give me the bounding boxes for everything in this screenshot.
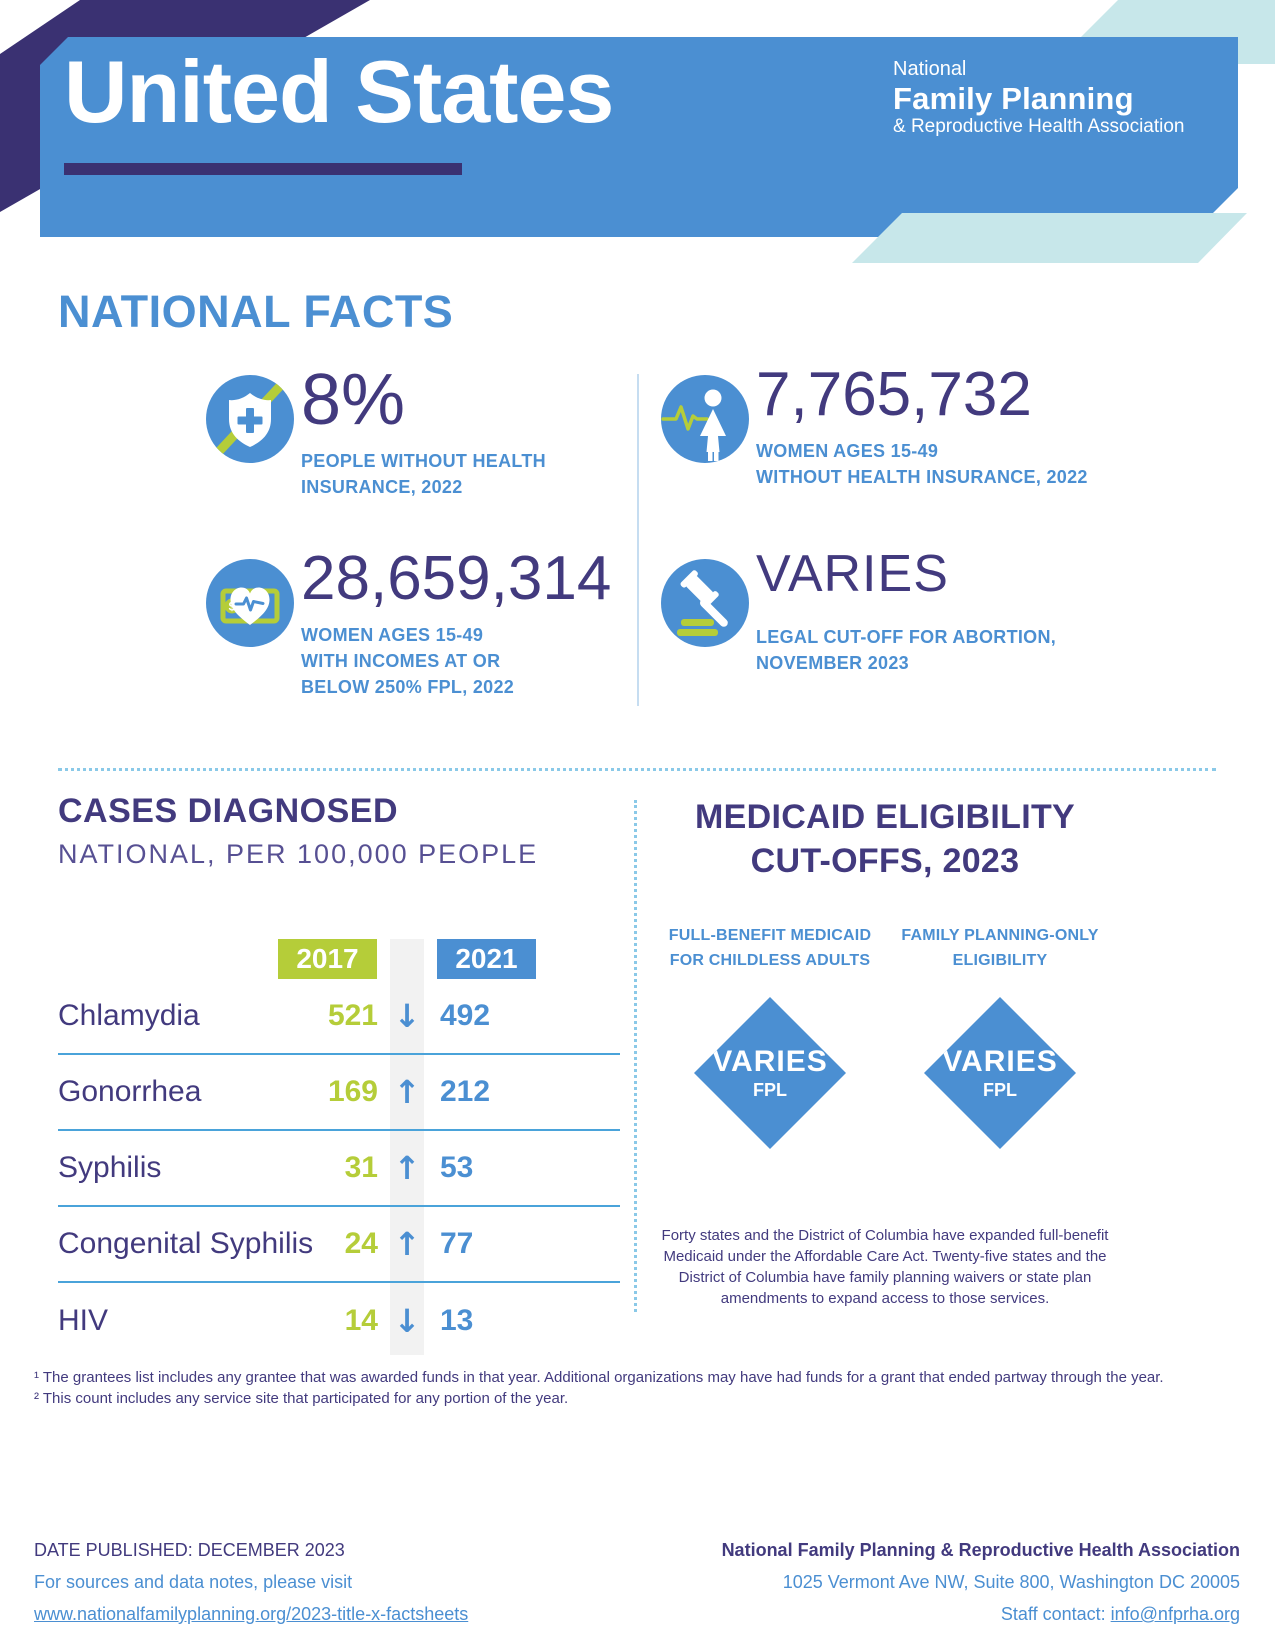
table-row-hiv: HIV 14 ↓ 13 bbox=[58, 1283, 620, 1359]
footer-contact-email[interactable]: info@nfprha.org bbox=[1110, 1604, 1240, 1624]
row-label: HIV bbox=[58, 1304, 109, 1337]
stat-label: WOMEN AGES 15-49 WITH INCOMES AT OR BELO… bbox=[301, 625, 515, 697]
medicaid-column-header: FAMILY PLANNING-ONLY ELIGIBILITY bbox=[901, 927, 1099, 969]
teal-ribbon-bottom bbox=[852, 213, 1247, 263]
footnote-1: ¹ The grantees list includes any grantee… bbox=[34, 1369, 1164, 1386]
logo-line-national: National bbox=[893, 58, 967, 80]
row-label: Chlamydia bbox=[58, 999, 200, 1032]
logo-line-association: & Reproductive Health Association bbox=[893, 116, 1185, 137]
stat-value: 7,765,732 bbox=[756, 360, 1032, 429]
footer-date-published: DATE PUBLISHED: DECEMBER 2023 bbox=[34, 1540, 345, 1560]
trend-down-arrow-icon: ↓ bbox=[393, 1302, 421, 1340]
national-facts-heading: NATIONAL FACTS bbox=[58, 286, 454, 337]
header-banner bbox=[0, 0, 1275, 263]
value-2017: 24 bbox=[344, 1227, 378, 1260]
stat-label: PEOPLE WITHOUT HEALTH INSURANCE, 2022 bbox=[301, 451, 546, 497]
value-2021: 492 bbox=[440, 999, 491, 1032]
footer-right: National Family Planning & Reproductive … bbox=[420, 1534, 1240, 1630]
stats-column-divider bbox=[637, 374, 639, 706]
diamond-unit: FPL bbox=[983, 1080, 1017, 1100]
varies-diamond: VARIES FPL bbox=[694, 997, 846, 1149]
vertical-dotted-divider bbox=[634, 800, 637, 1312]
section-divider-dotted bbox=[58, 768, 1216, 771]
trend-up-arrow-icon: ↑ bbox=[393, 1073, 421, 1111]
footer-sources-text: For sources and data notes, please visit bbox=[34, 1572, 353, 1592]
value-2021: 53 bbox=[440, 1151, 474, 1184]
money-heart-icon: $ bbox=[206, 559, 294, 647]
value-2021: 212 bbox=[440, 1075, 491, 1108]
footer-org-name: National Family Planning & Reproductive … bbox=[721, 1540, 1240, 1560]
stat-value: VARIES bbox=[756, 545, 949, 603]
trend-down-arrow-icon: ↓ bbox=[393, 997, 421, 1035]
medicaid-note: Forty states and the District of Columbi… bbox=[661, 1227, 1109, 1307]
footer-org-address: 1025 Vermont Ave NW, Suite 800, Washingt… bbox=[782, 1572, 1240, 1592]
medicaid-column-full-benefit: FULL-BENEFIT MEDICAID FOR CHILDLESS ADUL… bbox=[655, 923, 885, 1149]
stat-value: 8% bbox=[301, 360, 406, 440]
title-underline bbox=[64, 163, 462, 175]
year-header-2021: 2021 bbox=[437, 939, 536, 979]
stat-value: 28,659,314 bbox=[301, 544, 612, 613]
table-row-gonorrhea: Gonorrhea 169 ↑ 212 bbox=[58, 1055, 620, 1131]
footnotes: ¹ The grantees list includes any grantee… bbox=[34, 1367, 1164, 1409]
value-2021: 13 bbox=[440, 1304, 474, 1337]
varies-diamond: VARIES FPL bbox=[924, 997, 1076, 1149]
stat-label: WOMEN AGES 15-49 WITHOUT HEALTH INSURANC… bbox=[756, 441, 1088, 487]
year-header-2017: 2017 bbox=[278, 939, 377, 979]
footer-contact: Staff contact: info@nfprha.org bbox=[420, 1598, 1240, 1630]
page-title: United States bbox=[64, 42, 614, 141]
trend-up-arrow-icon: ↑ bbox=[393, 1149, 421, 1187]
medicaid-column-family-planning: FAMILY PLANNING-ONLY ELIGIBILITY VARIES … bbox=[885, 923, 1115, 1149]
diamond-unit: FPL bbox=[753, 1080, 787, 1100]
footer-sources-link[interactable]: www.nationalfamilyplanning.org/2023-titl… bbox=[34, 1604, 469, 1624]
footer-contact-prefix: Staff contact: bbox=[1000, 1604, 1111, 1624]
woman-health-icon bbox=[661, 375, 749, 463]
row-label: Congenital Syphilis bbox=[58, 1227, 314, 1260]
trend-column-band bbox=[390, 939, 424, 1355]
shield-plus-icon bbox=[206, 375, 294, 463]
row-label: Syphilis bbox=[58, 1151, 162, 1184]
value-2017: 169 bbox=[327, 1075, 378, 1108]
footer-left: DATE PUBLISHED: DECEMBER 2023 For source… bbox=[34, 1534, 468, 1630]
logo-line-family-planning: Family Planning bbox=[893, 81, 1134, 116]
medicaid-section: MEDICAID ELIGIBILITY CUT-OFFS, 2023 FULL… bbox=[655, 795, 1115, 1309]
table-row-congenital-syphilis: Congenital Syphilis 24 ↑ 77 bbox=[58, 1207, 620, 1283]
diamond-value: VARIES bbox=[942, 1045, 1058, 1078]
org-logo: National Family Planning & Reproductive … bbox=[893, 59, 1185, 136]
value-2021: 77 bbox=[440, 1227, 474, 1260]
cases-diagnosed-title: CASES DIAGNOSED bbox=[58, 792, 398, 830]
medicaid-title: MEDICAID ELIGIBILITY CUT-OFFS, 2023 bbox=[695, 798, 1075, 880]
medicaid-column-header: FULL-BENEFIT MEDICAID FOR CHILDLESS ADUL… bbox=[668, 927, 872, 969]
diamond-value: VARIES bbox=[712, 1045, 828, 1078]
table-row-chlamydia: Chlamydia 521 ↓ 492 bbox=[58, 979, 620, 1055]
trend-up-arrow-icon: ↑ bbox=[393, 1225, 421, 1263]
value-2017: 521 bbox=[327, 999, 378, 1032]
value-2017: 31 bbox=[344, 1151, 378, 1184]
stat-label: LEGAL CUT-OFF FOR ABORTION, NOVEMBER 202… bbox=[756, 627, 1057, 673]
footnote-2: ² This count includes any service site t… bbox=[34, 1390, 569, 1407]
banner-rectangle bbox=[40, 37, 1238, 237]
value-2017: 14 bbox=[344, 1304, 378, 1337]
row-label: Gonorrhea bbox=[58, 1075, 202, 1108]
gavel-icon bbox=[661, 559, 749, 647]
table-row-syphilis: Syphilis 31 ↑ 53 bbox=[58, 1131, 620, 1207]
cases-diagnosed-subtitle: NATIONAL, PER 100,000 PEOPLE bbox=[58, 839, 539, 869]
